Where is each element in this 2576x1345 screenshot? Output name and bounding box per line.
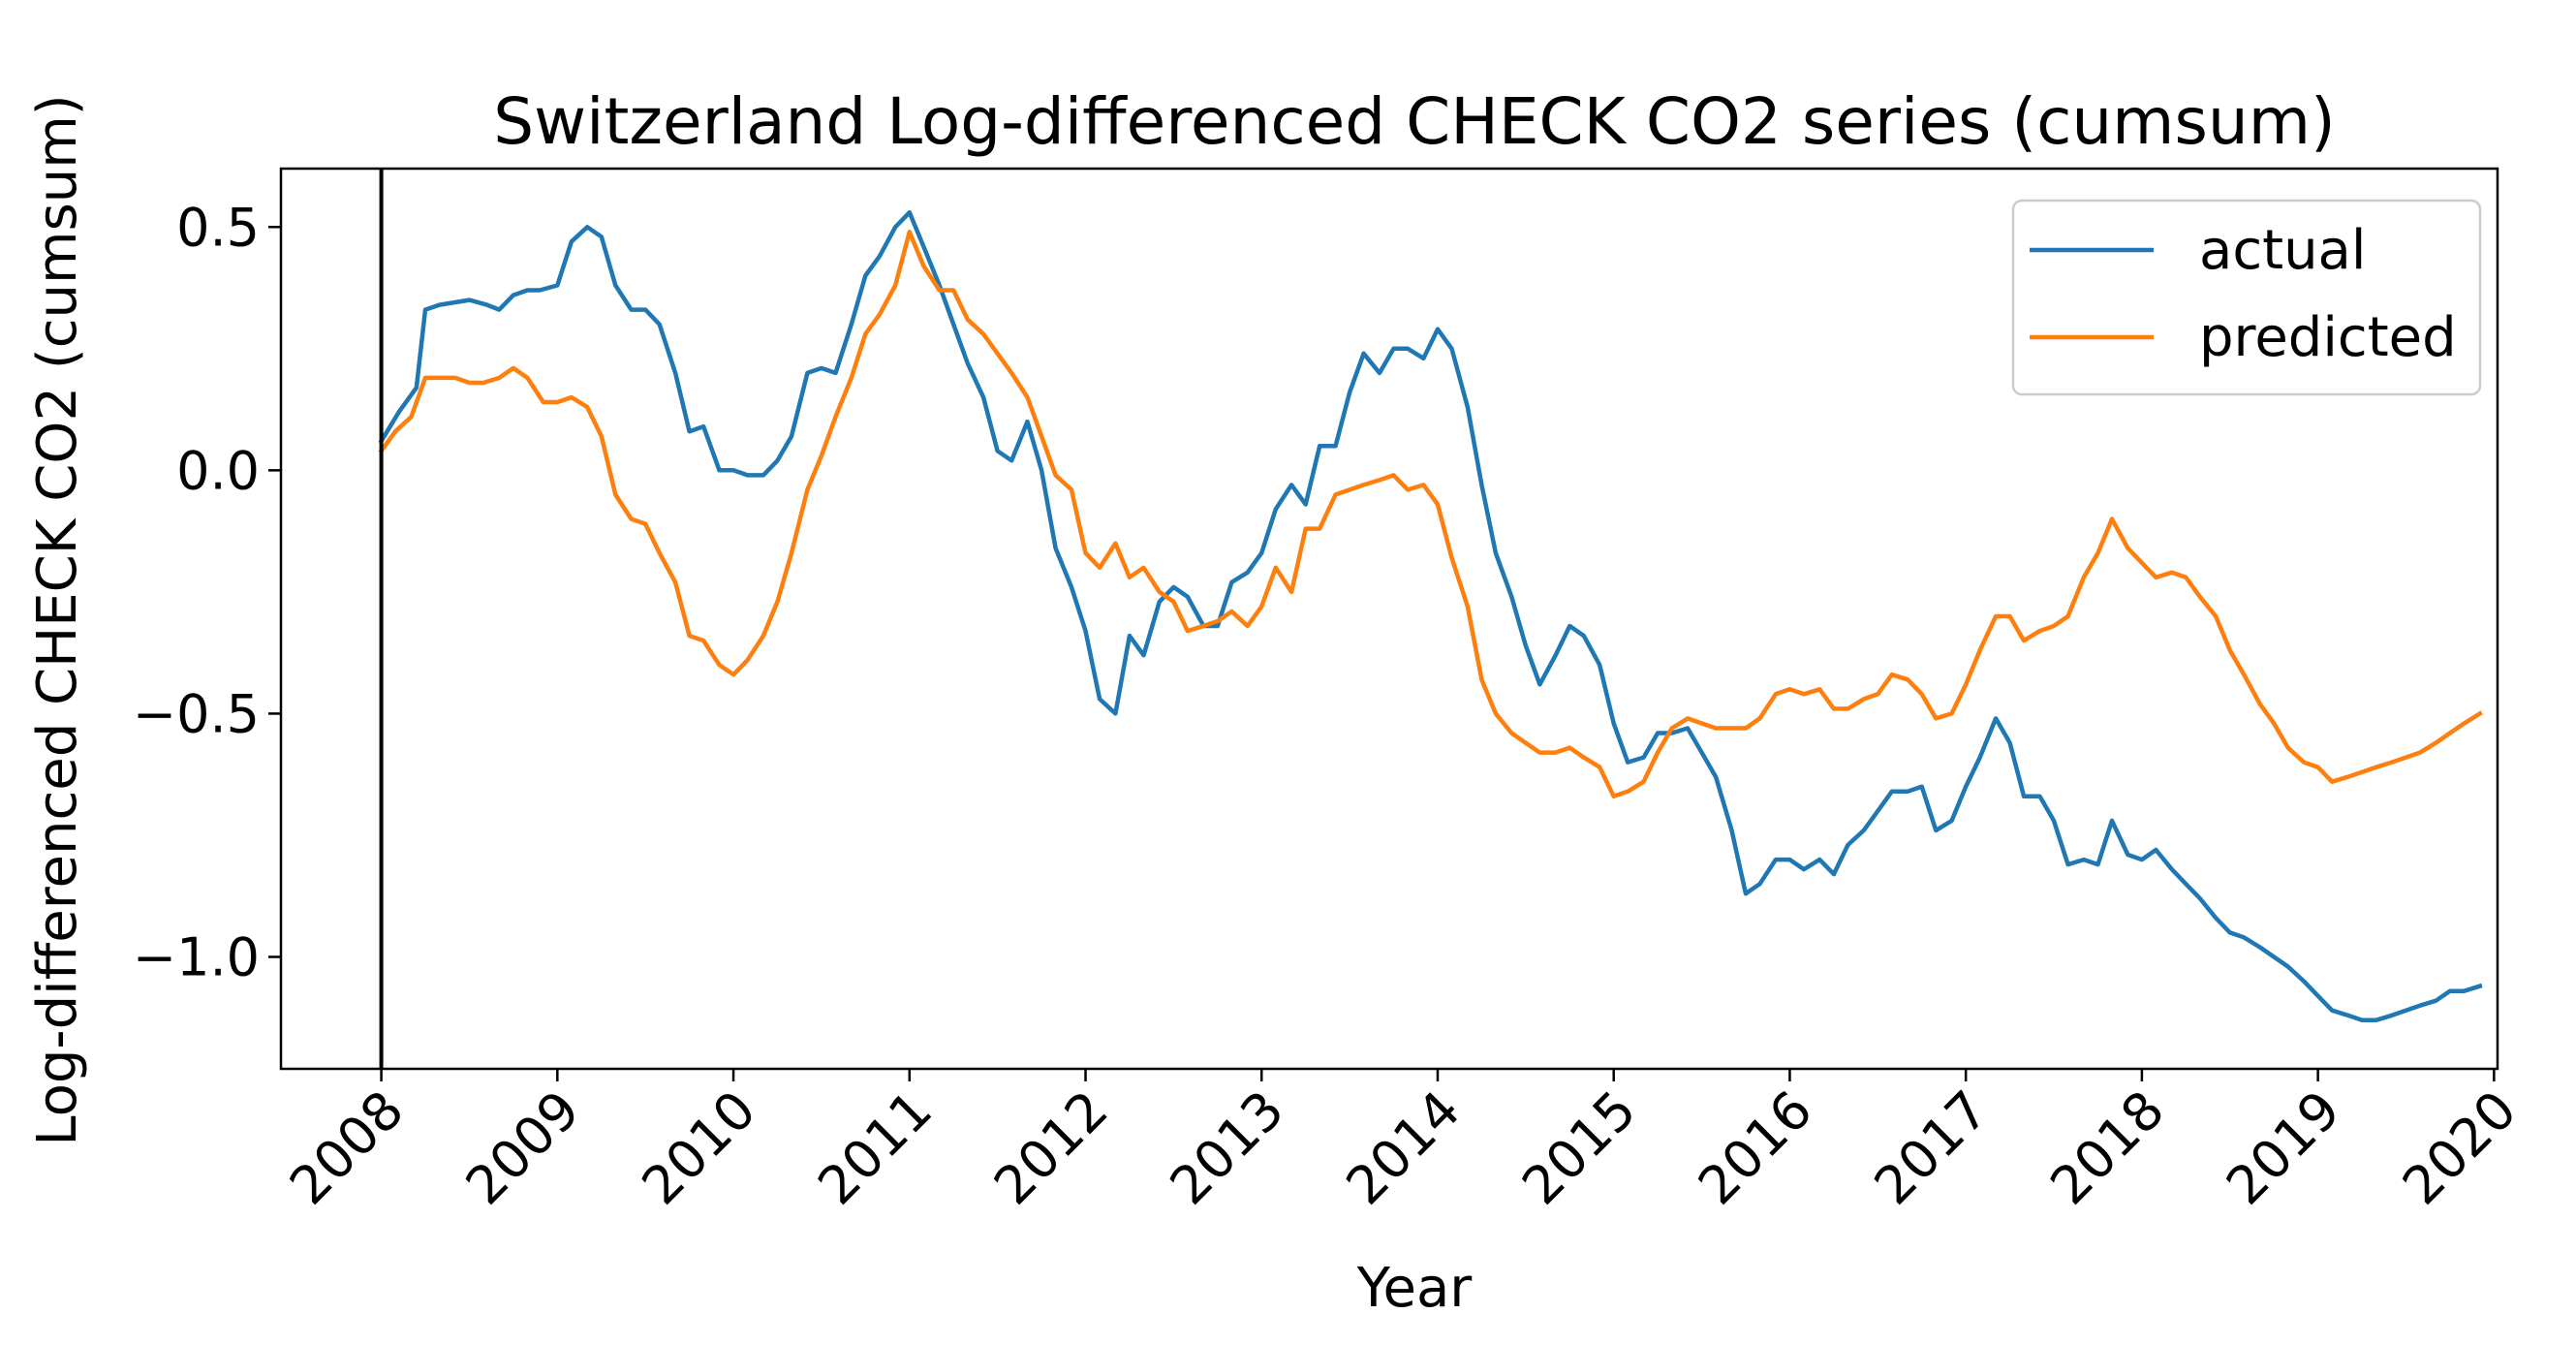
y-tick-label: −0.5 bbox=[133, 683, 260, 744]
legend-label-actual: actual bbox=[2199, 219, 2366, 282]
plot-frame bbox=[279, 167, 2499, 1071]
x-axis-label: Year bbox=[1356, 1257, 1474, 1320]
series-line-actual bbox=[378, 209, 2483, 1023]
series-line-predicted bbox=[378, 230, 2483, 799]
legend: actual predicted bbox=[2011, 199, 2482, 396]
legend-label-predicted: predicted bbox=[2199, 306, 2457, 369]
plot-area bbox=[378, 169, 2483, 1069]
y-axis: 0.5 0.0 −0.5 −1.0 bbox=[133, 197, 281, 988]
y-tick-label: 0.0 bbox=[176, 440, 260, 501]
y-tick-label: −1.0 bbox=[133, 927, 260, 988]
y-axis-label: Log-differenced CHECK CO2 (cumsum) bbox=[26, 94, 89, 1145]
y-tick-label: 0.5 bbox=[176, 197, 260, 258]
chart-title: Switzerland Log-differenced CHECK CO2 se… bbox=[493, 84, 2335, 159]
